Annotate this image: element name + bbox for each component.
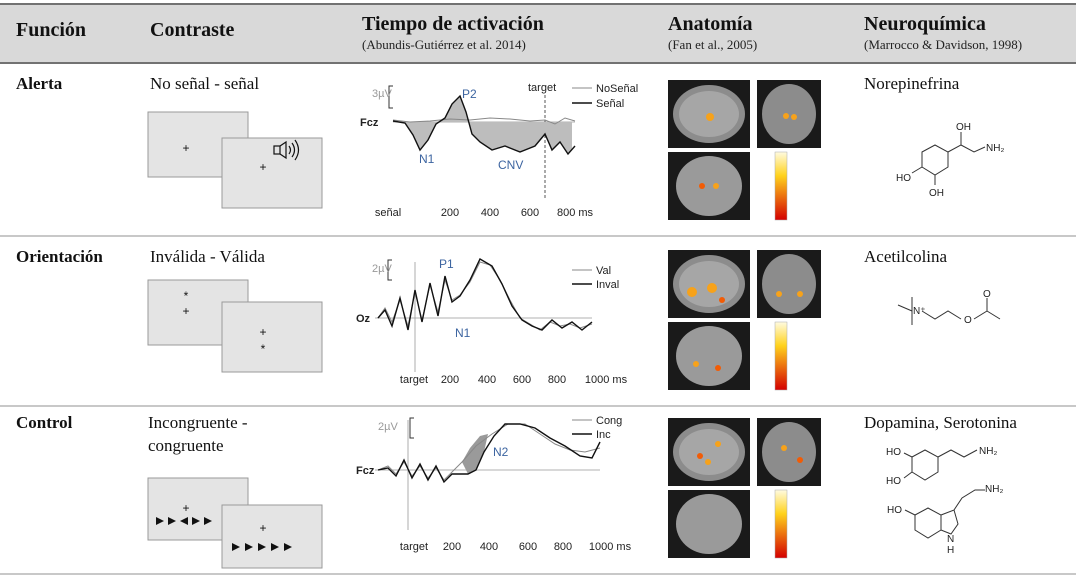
column-title: Función: [16, 19, 86, 41]
cue-symbol: +: [259, 160, 266, 174]
neurochemical: Dopamina, Serotonina: [864, 413, 1017, 432]
atom-label: NH₂: [979, 446, 997, 457]
neurochemical: Norepinefrina: [864, 74, 960, 93]
function: Control: [16, 413, 73, 432]
component: N2: [493, 445, 509, 459]
function: Orientación: [16, 247, 103, 266]
scale-label: 2µV: [372, 263, 392, 275]
neurochemical: Acetilcolina: [864, 247, 948, 266]
atom-label: HO: [886, 447, 901, 458]
legend-entry: Inval: [596, 279, 619, 291]
function: Alerta: [16, 74, 63, 93]
column-title: Contraste: [150, 19, 235, 41]
legend-entry: Cong: [596, 415, 622, 427]
legend-entry: NoSeñal: [596, 83, 638, 95]
column-title: Tiempo de activación: [362, 13, 544, 35]
waveform: [378, 424, 600, 482]
atom-label: OH: [956, 122, 971, 133]
cue-screen: [222, 505, 322, 568]
x-tick-label: 200: [443, 541, 461, 553]
component: N1: [419, 152, 435, 166]
x-tick-label: 400: [480, 541, 498, 553]
waveform: [378, 259, 592, 330]
x-tick-label: 1000 ms: [589, 541, 632, 553]
electrode: Fcz: [356, 465, 375, 477]
scale-label: 3µV: [372, 88, 392, 100]
atom-label: HO: [886, 476, 901, 487]
atom-label: HO: [896, 173, 911, 184]
x-tick-label: target: [400, 541, 428, 553]
cue-screen: [222, 302, 322, 372]
molecule: [912, 132, 985, 185]
cue-symbol: +: [182, 501, 189, 515]
cue-symbol: +: [259, 521, 266, 535]
x-tick-label: 200: [441, 374, 459, 386]
scale-label: 2µV: [378, 421, 398, 433]
contrast: Incongruente - congruente: [148, 411, 273, 457]
atom-label: NH₂: [986, 143, 1004, 154]
contrast-box: Incongruente - congruente: [148, 411, 288, 461]
cue-symbol: *: [261, 342, 266, 356]
component: P2: [462, 87, 477, 101]
atom-label: N: [947, 534, 954, 545]
waveform: [378, 424, 600, 480]
erp-plot: 2µV Fcz N2 Cong Inc target 200 400 600 8…: [356, 415, 632, 553]
column-subtitle: (Marrocco & Davidson, 1998): [864, 37, 1022, 52]
erp-plot: 3µV Fcz P2 N1 CNV target NoSeñal Señal s…: [360, 82, 638, 219]
cue-screen: [222, 138, 322, 208]
atom-label: H: [947, 545, 954, 556]
contrast: No señal - señal: [150, 74, 259, 93]
column-title: Anatomía: [668, 13, 752, 35]
x-tick-label: 600: [521, 207, 539, 219]
x-tick-label: target: [400, 374, 428, 386]
legend-entry: Val: [596, 265, 611, 277]
component: N1: [455, 326, 471, 340]
electrode: Oz: [356, 313, 371, 325]
cue-symbol: +: [182, 141, 189, 155]
contrast: Inválida - Válida: [150, 247, 265, 266]
atom-label: HO: [887, 505, 902, 516]
atom-label: N⁺: [913, 306, 926, 317]
column-subtitle: (Abundis-Gutiérrez et al. 2014): [362, 37, 526, 52]
x-tick-label: 1000 ms: [585, 374, 628, 386]
scale-bar: [410, 418, 414, 438]
brain-images: [668, 80, 821, 220]
x-tick-label: 800 ms: [557, 207, 594, 219]
x-tick-label: 200: [441, 207, 459, 219]
atom-label: O: [983, 289, 991, 300]
x-tick-label: 600: [519, 541, 537, 553]
legend-entry: Inc: [596, 429, 611, 441]
erp-plot: 2µV Oz P1 N1 Val Inval target 200 400 60…: [356, 257, 628, 386]
figure: Función Contraste Tiempo de activación (…: [0, 0, 1076, 575]
legend-entry: Señal: [596, 98, 624, 110]
cue-symbol: *: [184, 289, 189, 303]
marker-label: target: [528, 82, 556, 94]
atom-label: OH: [929, 188, 944, 199]
column-title: Neuroquímica: [864, 13, 986, 35]
atom-label: O: [964, 315, 972, 326]
column-subtitle: (Fan et al., 2005): [668, 37, 757, 52]
x-tick-label: señal: [375, 207, 401, 219]
x-tick-label: 800: [554, 541, 572, 553]
molecule: [904, 450, 985, 538]
atom-label: NH₂: [985, 484, 1003, 495]
component: CNV: [498, 158, 523, 172]
electrode: Fcz: [360, 117, 379, 129]
x-tick-label: 800: [548, 374, 566, 386]
brain-images: [668, 418, 821, 558]
brain-images: [668, 250, 821, 390]
cue-symbol: +: [182, 304, 189, 318]
cue-symbol: +: [259, 325, 266, 339]
component: P1: [439, 257, 454, 271]
x-tick-label: 600: [513, 374, 531, 386]
x-tick-label: 400: [478, 374, 496, 386]
x-tick-label: 400: [481, 207, 499, 219]
